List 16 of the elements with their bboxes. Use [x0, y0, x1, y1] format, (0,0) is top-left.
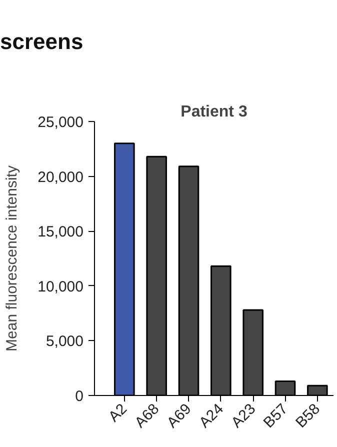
x-tick-label: A68 [132, 400, 163, 432]
y-axis-title: Mean fluorescence intensity [4, 165, 21, 352]
y-tick-label: 0 [75, 388, 84, 405]
text: screens [0, 28, 84, 56]
y-tick-label: 20,000 [38, 168, 84, 186]
x-tick-label: B57 [260, 400, 292, 432]
y-tick-label: 15,000 [38, 224, 84, 241]
x-tick-label: A23 [228, 400, 260, 432]
x-tick-label: A24 [196, 400, 227, 432]
chart-title: Patient 3 [180, 104, 248, 120]
y-tick-label: 10,000 [38, 278, 84, 296]
y-tick-label: 5,000 [46, 333, 84, 350]
x-tick-label: B58 [292, 400, 324, 432]
x-tick-label: A2 [105, 400, 130, 426]
y-tick-label: 25,000 [38, 114, 84, 131]
x-tick-label: A69 [164, 400, 195, 432]
